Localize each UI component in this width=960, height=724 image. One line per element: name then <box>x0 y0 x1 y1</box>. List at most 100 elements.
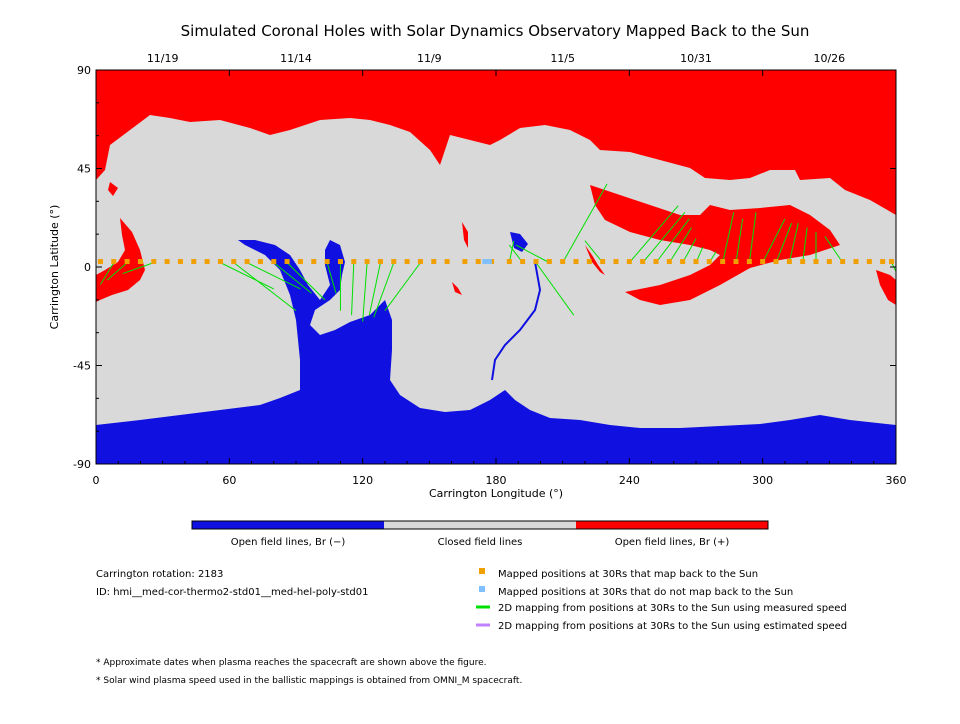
mapped-position-point <box>613 259 619 265</box>
mapped-position-point <box>720 259 726 265</box>
mapped-position-point <box>880 259 886 265</box>
mapped-position-point <box>866 259 872 265</box>
mapped-position-point <box>560 259 566 265</box>
field-line-mapping <box>326 262 337 294</box>
mapped-positions <box>97 259 895 265</box>
field-line-mapping <box>233 262 297 312</box>
field-line-mappings <box>100 183 896 322</box>
mapped-position-point <box>840 259 846 265</box>
legend-measured-label: 2D mapping from positions at 30Rs to the… <box>498 603 847 614</box>
mapped-position-point <box>475 259 481 265</box>
field-line-mapping <box>122 262 154 275</box>
positive-streak <box>585 245 605 275</box>
negative-arc <box>491 261 542 381</box>
mapped-position-point <box>231 259 237 265</box>
x-tick-label: 360 <box>886 474 907 487</box>
colorbar-positive <box>576 521 768 529</box>
field-line-mapping <box>762 218 786 263</box>
chart-title: Simulated Coronal Holes with Solar Dynam… <box>181 22 810 40</box>
mapped-position-point <box>813 259 819 265</box>
mapped-position-point <box>746 259 752 265</box>
top-date-label: 11/5 <box>550 52 575 65</box>
x-tick-label: 60 <box>222 474 236 487</box>
field-line-mapping <box>515 244 550 264</box>
mapped-position-point <box>377 259 383 265</box>
mapped-position-point <box>680 259 686 265</box>
top-date-label: 10/26 <box>813 52 845 65</box>
field-line-mapping <box>628 205 679 263</box>
legend: Mapped positions at 30Rs that map back t… <box>476 568 847 632</box>
mapped-position-point <box>640 259 646 265</box>
mapped-position-point <box>800 259 806 265</box>
mapped-position-point <box>693 259 699 265</box>
field-line-mapping <box>562 183 608 263</box>
mapped-position-point <box>297 259 303 265</box>
mapped-position-point <box>760 259 766 265</box>
top-date-label: 11/19 <box>147 52 179 65</box>
mapped-position-point <box>164 259 170 265</box>
y-axis-label: Carrington Latitude (°) <box>48 205 61 330</box>
x-tick-label: 0 <box>93 474 100 487</box>
mapped-position-point <box>177 259 183 265</box>
positive-lobe-east <box>590 185 840 305</box>
y-tick-label: 90 <box>77 64 91 77</box>
x-tick-label: 240 <box>619 474 640 487</box>
mapped-position-point <box>337 259 343 265</box>
mapped-position-point <box>431 259 437 265</box>
carrington-rotation: Carrington rotation: 2183 <box>96 569 223 580</box>
mapped-position-point <box>284 259 290 265</box>
field-line-mapping <box>788 223 799 263</box>
mapped-position-point <box>124 259 130 265</box>
mapped-position-point <box>204 259 210 265</box>
mapped-position-point <box>417 259 423 265</box>
legend-unmapped-label: Mapped positions at 30Rs that do not map… <box>498 587 793 598</box>
field-line-mapping <box>824 236 844 263</box>
mapped-position-point <box>151 259 157 265</box>
x-tick-label: 300 <box>752 474 773 487</box>
legend-unmapped-marker <box>479 586 485 592</box>
field-line-mapping <box>273 262 312 294</box>
field-line-mapping <box>384 262 421 312</box>
field-line-mapping <box>351 262 355 316</box>
negative-patch-185 <box>510 232 528 252</box>
mapped-position-point <box>244 259 250 265</box>
mapped-position-point <box>404 259 410 265</box>
unmapped-position-point <box>486 259 492 265</box>
y-axis-ticks: 90 45 0 -45 -90 <box>73 64 896 471</box>
legend-estimated-label: 2D mapping from positions at 30Rs to the… <box>498 621 847 632</box>
model-id: ID: hmi__med-cor-thermo2-std01__med-hel-… <box>96 587 369 598</box>
mapped-position-point <box>391 259 397 265</box>
field-line-mapping <box>735 218 744 263</box>
colorbar-label-positive: Open field lines, Br (+) <box>615 537 730 548</box>
field-line-mapping <box>655 218 690 263</box>
mapped-position-point <box>586 259 592 265</box>
mapped-position-point <box>444 259 450 265</box>
top-date-label: 11/9 <box>417 52 442 65</box>
y-tick-label: -45 <box>73 360 91 373</box>
y-tick-label: -90 <box>73 458 91 471</box>
top-date-label: 11/14 <box>280 52 312 65</box>
field-line-mapping <box>722 212 735 263</box>
field-line-mapping <box>220 262 274 290</box>
y-tick-label: 0 <box>84 261 91 274</box>
positive-patch-180 <box>452 282 462 295</box>
mapped-position-point <box>733 259 739 265</box>
mapped-position-point <box>364 259 370 265</box>
coronal-hole-map <box>96 70 896 464</box>
mapped-position-point <box>706 259 712 265</box>
colorbar-label-negative: Open field lines, Br (−) <box>231 537 346 548</box>
mapped-position-point <box>271 259 277 265</box>
field-line-mapping <box>668 227 692 263</box>
field-line-mapping <box>775 223 793 263</box>
field-line-mapping <box>642 211 686 263</box>
field-line-mapping <box>373 262 395 318</box>
mapped-position-point <box>191 259 197 265</box>
mapped-position-point <box>137 259 143 265</box>
positive-patch-small <box>108 182 118 196</box>
mapped-position-point <box>351 259 357 265</box>
top-date-label: 10/31 <box>680 52 712 65</box>
mapped-position-point <box>853 259 859 265</box>
x-tick-label: 180 <box>486 474 507 487</box>
mapped-position-point <box>573 259 579 265</box>
mapped-position-point <box>600 259 606 265</box>
